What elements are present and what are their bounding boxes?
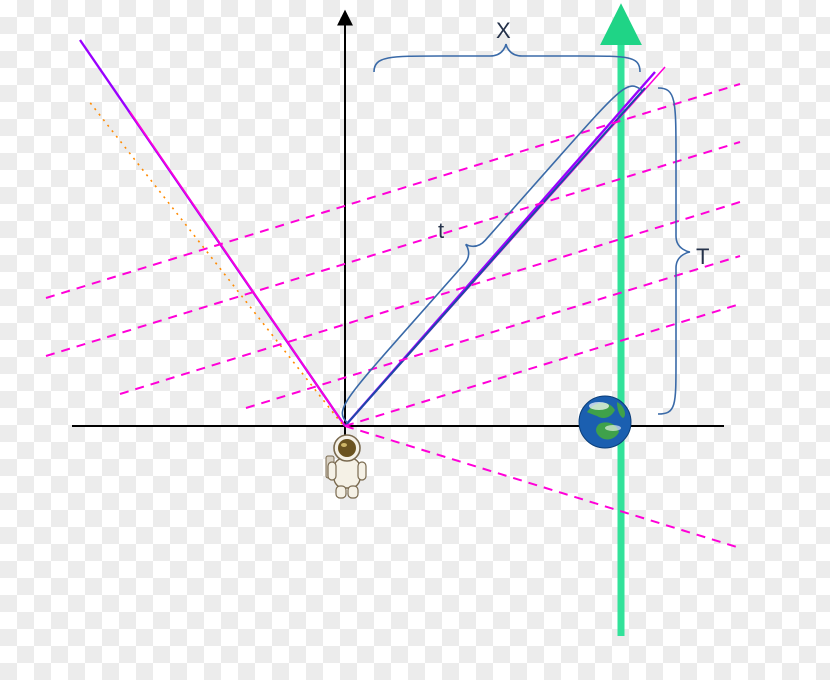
diagram-canvas: [0, 0, 830, 680]
label-x: X: [496, 18, 511, 44]
lightcone-inner-left: [130, 112, 345, 426]
blue-worldline: [345, 88, 645, 426]
brace-x: [374, 44, 640, 72]
label-t-big: T: [696, 244, 709, 270]
brace-t-big: [658, 88, 690, 414]
simultaneity-lines: [46, 84, 740, 548]
dotted-orange-line: [88, 100, 342, 424]
label-t: t: [438, 218, 444, 244]
earth-icon: [579, 396, 631, 448]
astronaut-icon: [326, 435, 366, 498]
